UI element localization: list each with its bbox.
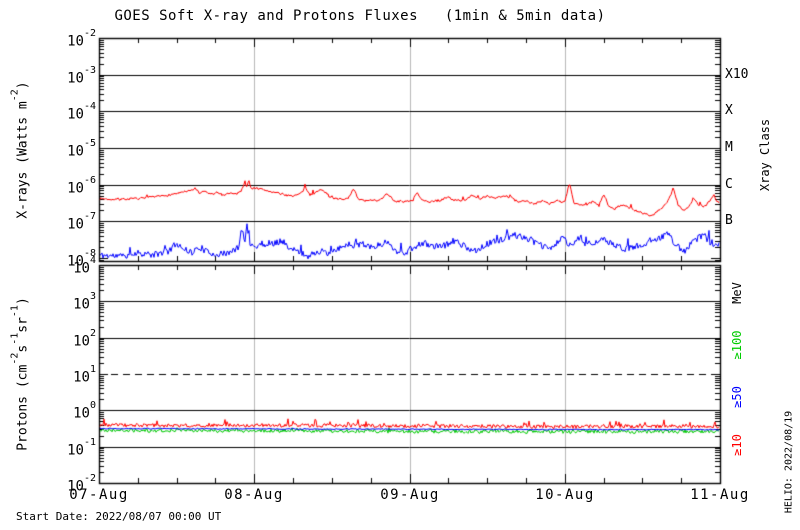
y-tick-label: 103 (73, 290, 96, 313)
xray-class-label: X10 (725, 67, 749, 82)
y-tick-label: 10-2 (67, 27, 96, 50)
chart-title: GOES Soft X-ray and Protons Fluxes (1min… (114, 8, 606, 24)
x-tick-label: 08-Aug (224, 487, 284, 503)
y-tick-label: 10-1 (67, 436, 96, 459)
xray-class-axis-title: Xray Class (758, 118, 772, 192)
y-tick-label: 10-3 (67, 64, 96, 87)
xray-class-label: X (725, 103, 733, 118)
proton-energy-label: ≥50 (730, 386, 744, 408)
helio-watermark: HELIO: 2022/08/19 (783, 410, 795, 514)
x-tick-label: 07-Aug (69, 487, 129, 503)
xray-class-label: B (725, 213, 733, 228)
x-tick-label: 10-Aug (535, 487, 595, 503)
proton-energy-label: MeV (730, 282, 744, 304)
y-tick-label: 101 (73, 363, 96, 386)
xray-y-axis-label: X-rays (Watts m-2) (8, 81, 31, 219)
y-tick-label: 10-7 (67, 210, 96, 233)
y-tick-label: 100 (73, 399, 96, 422)
y-tick-label: 10-2 (67, 472, 96, 495)
y-tick-label: 10-4 (67, 100, 96, 123)
proton-energy-label: ≥100 (730, 330, 744, 360)
y-tick-label: 10-6 (67, 174, 96, 197)
xray-class-label: C (725, 177, 733, 192)
xray-class-label: M (725, 140, 733, 155)
y-tick-label: 102 (73, 327, 96, 350)
protons-y-axis-label: Protons (cm-2s-1sr-1) (8, 297, 31, 451)
y-tick-label: 104 (73, 254, 96, 277)
x-tick-label: 11-Aug (690, 487, 750, 503)
x-tick-label: 09-Aug (380, 487, 440, 503)
proton-energy-label: ≥10 (730, 434, 744, 456)
y-tick-label: 10-5 (67, 137, 96, 160)
start-date-footer: Start Date: 2022/08/07 00:00 UT (16, 510, 222, 523)
y-tick-label: 10-8 (67, 247, 96, 270)
